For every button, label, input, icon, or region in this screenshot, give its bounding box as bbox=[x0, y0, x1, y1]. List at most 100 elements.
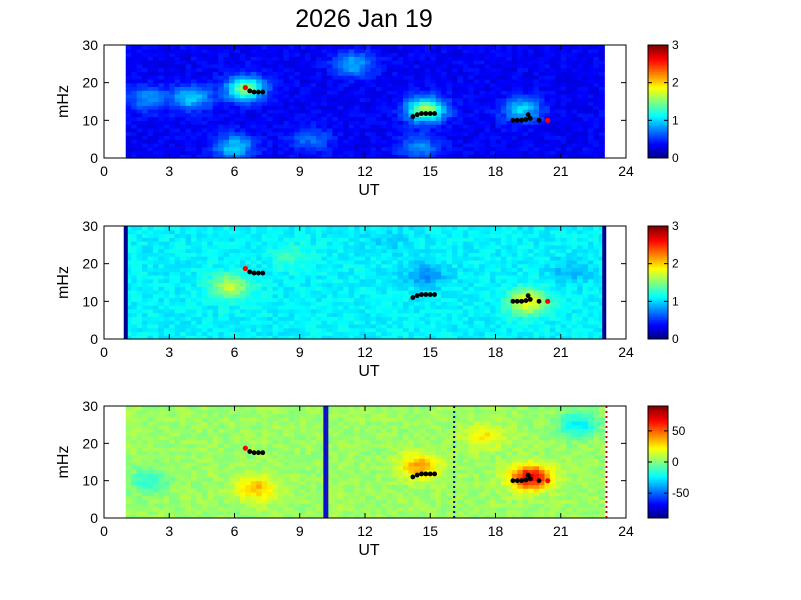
heatmap-cell bbox=[479, 233, 486, 238]
heatmap-cell bbox=[500, 71, 507, 76]
heatmap-cell bbox=[326, 267, 333, 272]
heatmap-cell bbox=[462, 78, 469, 84]
heatmap-cell bbox=[533, 56, 540, 61]
heatmap-cell bbox=[229, 116, 236, 121]
heatmap-cell bbox=[326, 112, 333, 118]
heatmap-cell bbox=[419, 312, 426, 317]
heatmap-cell bbox=[185, 150, 192, 155]
heatmap-cell bbox=[245, 131, 252, 136]
heatmap-cell bbox=[218, 97, 225, 103]
heatmap-cell bbox=[435, 233, 442, 238]
heatmap-cell bbox=[490, 71, 497, 76]
heatmap-cell bbox=[495, 97, 502, 103]
heatmap-cell bbox=[250, 312, 257, 317]
heatmap-cell bbox=[528, 63, 535, 69]
heatmap-cell bbox=[408, 56, 415, 61]
heatmap-cell bbox=[386, 286, 393, 291]
heatmap-cell bbox=[174, 124, 181, 129]
heatmap-cell bbox=[490, 116, 497, 121]
heatmap-cell bbox=[413, 142, 420, 148]
heatmap-cell bbox=[392, 263, 399, 269]
heatmap-cell bbox=[158, 256, 165, 261]
heatmap-cell bbox=[479, 135, 486, 140]
heatmap-cell bbox=[294, 56, 301, 61]
heatmap-cell bbox=[147, 86, 154, 91]
heatmap-cell bbox=[326, 226, 333, 231]
heatmap-cell bbox=[430, 60, 437, 65]
heatmap-cell bbox=[348, 120, 355, 125]
heatmap-cell bbox=[495, 327, 502, 333]
heatmap-cell bbox=[484, 48, 491, 54]
heatmap-cell bbox=[365, 71, 372, 76]
heatmap-cell bbox=[397, 97, 404, 103]
heatmap-cell bbox=[462, 120, 469, 125]
heatmap-cell bbox=[582, 60, 589, 65]
heatmap-cell bbox=[468, 120, 475, 125]
heatmap-cell bbox=[544, 56, 551, 61]
heatmap-cell bbox=[397, 259, 404, 265]
heatmap-cell bbox=[582, 52, 589, 57]
heatmap-cell bbox=[468, 97, 475, 103]
heatmap-cell bbox=[484, 301, 491, 306]
heatmap-cell bbox=[490, 97, 497, 103]
heatmap-cell bbox=[413, 335, 420, 340]
heatmap-cell bbox=[403, 267, 410, 272]
heatmap-cell bbox=[500, 120, 507, 125]
heatmap-cell bbox=[506, 320, 513, 325]
heatmap-cell bbox=[511, 154, 518, 159]
heatmap-cell bbox=[196, 335, 203, 340]
heatmap-cell bbox=[468, 154, 475, 159]
heatmap-cell bbox=[413, 131, 420, 136]
heatmap-cell bbox=[435, 305, 442, 310]
heatmap-cell bbox=[191, 56, 198, 61]
heatmap-cell bbox=[457, 244, 464, 250]
heatmap-cell bbox=[359, 320, 366, 325]
heatmap-cell bbox=[142, 229, 149, 235]
heatmap-cell bbox=[479, 101, 486, 106]
heatmap-cell bbox=[517, 90, 524, 95]
heatmap-cell bbox=[267, 116, 274, 121]
heatmap-cell bbox=[560, 135, 567, 140]
heatmap-cell bbox=[403, 93, 410, 99]
heatmap-cell bbox=[125, 312, 132, 317]
heatmap-cell bbox=[506, 120, 513, 125]
heatmap-cell bbox=[207, 282, 214, 287]
heatmap-cell bbox=[234, 86, 241, 91]
heatmap-cell bbox=[191, 63, 198, 69]
heatmap-cell bbox=[424, 82, 431, 88]
heatmap-cell bbox=[321, 301, 328, 306]
heatmap-cell bbox=[278, 67, 285, 72]
heatmap-cell bbox=[152, 60, 159, 65]
heatmap-cell bbox=[403, 278, 410, 284]
heatmap-cell bbox=[490, 139, 497, 144]
heatmap-cell bbox=[250, 154, 257, 159]
heatmap-cell bbox=[283, 237, 290, 242]
heatmap-cell bbox=[158, 327, 165, 333]
heatmap-cell bbox=[250, 331, 257, 336]
heatmap-cell bbox=[163, 244, 170, 250]
heatmap-cell bbox=[413, 323, 420, 329]
heatmap-cell bbox=[495, 150, 502, 155]
heatmap-cell bbox=[294, 150, 301, 155]
heatmap-cell bbox=[511, 75, 518, 80]
heatmap-cell bbox=[495, 229, 502, 235]
heatmap-cell bbox=[272, 146, 279, 152]
heatmap-cell bbox=[294, 90, 301, 95]
heatmap-cell bbox=[207, 86, 214, 91]
heatmap-cell bbox=[397, 124, 404, 129]
heatmap-cell bbox=[522, 139, 529, 144]
heatmap-cell bbox=[294, 252, 301, 257]
heatmap-cell bbox=[408, 139, 415, 144]
heatmap-cell bbox=[337, 146, 344, 152]
heatmap-cell bbox=[354, 229, 361, 235]
heatmap-cell bbox=[430, 142, 437, 148]
heatmap-cell bbox=[147, 312, 154, 317]
heatmap-cell bbox=[283, 293, 290, 299]
heatmap-cell bbox=[305, 301, 312, 306]
heatmap-cell bbox=[479, 67, 486, 72]
heatmap-cell bbox=[174, 142, 181, 148]
heatmap-cell bbox=[571, 71, 578, 76]
heatmap-cell bbox=[278, 45, 285, 50]
heatmap-cell bbox=[288, 278, 295, 284]
heatmap-cell bbox=[234, 256, 241, 261]
